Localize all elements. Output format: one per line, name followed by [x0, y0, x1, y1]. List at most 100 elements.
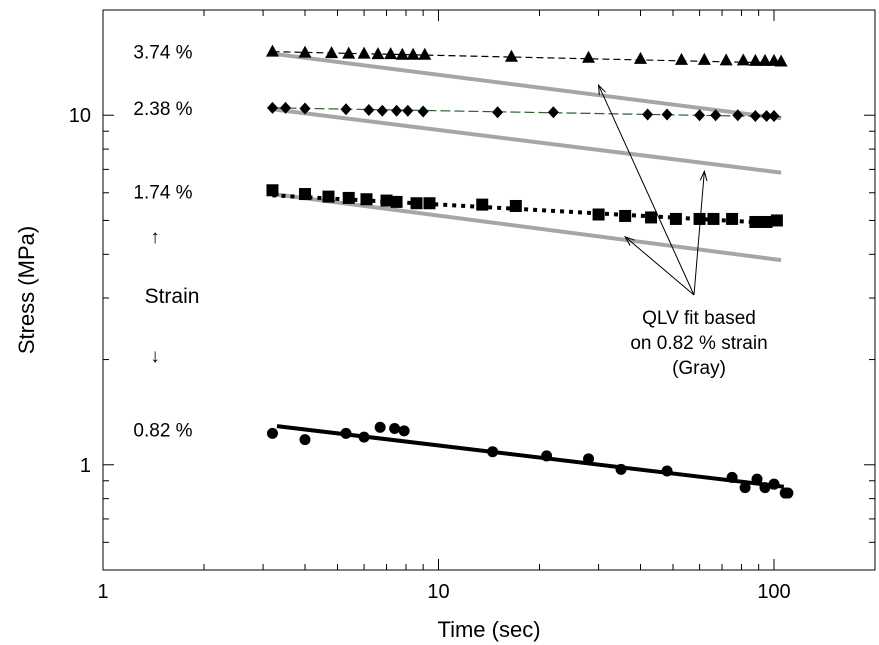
triangle-marker: [418, 47, 432, 60]
square-marker: [619, 209, 632, 222]
diamond-marker: [661, 108, 673, 121]
circle-marker: [768, 478, 780, 490]
diamond-marker: [363, 104, 375, 117]
square-marker: [760, 215, 773, 228]
qlv-arrowhead: [597, 83, 606, 96]
qlv-label-line-3: (Gray): [672, 358, 726, 379]
x-tick-label: 100: [757, 581, 790, 603]
diamond-marker: [732, 109, 744, 122]
diamond-marker: [768, 109, 780, 122]
triangle-marker: [758, 53, 772, 66]
square-marker: [707, 212, 720, 225]
triangle-marker: [265, 44, 279, 57]
square-marker: [342, 191, 355, 204]
annotations: 3.74 % 2.38 % 1.74 % 0.82 %: [133, 43, 708, 442]
circle-marker: [487, 446, 499, 458]
circle-marker: [661, 465, 673, 477]
diamond-marker: [642, 108, 654, 121]
qlv-callout-arrow: [598, 84, 695, 296]
square-marker: [509, 199, 522, 212]
qlv-label-line-2: on 0.82 % strain: [630, 333, 767, 354]
triangle-marker: [406, 47, 420, 60]
x-tick-label: 10: [427, 581, 449, 603]
qlv-arrowhead: [624, 235, 635, 246]
diamond-marker: [299, 102, 311, 115]
circle-marker: [541, 450, 553, 462]
circle-marker: [374, 421, 386, 433]
diamond-marker: [402, 104, 414, 117]
qlv-fit-line: [272, 107, 782, 175]
triangle-marker: [736, 53, 750, 66]
axis-ticks: 1 10 100 1 10: [69, 9, 876, 603]
circle-marker: [398, 425, 410, 437]
triangle-marker: [384, 47, 398, 60]
qlv-arrowhead: [699, 169, 708, 182]
circle-marker: [340, 427, 352, 439]
square-marker: [749, 215, 762, 228]
square-marker: [390, 195, 403, 208]
square-marker: [693, 212, 706, 225]
series-markers: [265, 44, 794, 499]
diamond-marker: [376, 104, 388, 117]
triangle-marker: [298, 45, 312, 58]
plot-frame: [102, 9, 876, 571]
circle-marker: [583, 453, 595, 465]
triangle-marker: [395, 47, 409, 60]
series-label: 2.38 %: [133, 99, 192, 120]
series-fit-line: [276, 424, 785, 489]
triangle-marker: [748, 53, 762, 66]
square-marker: [669, 212, 682, 225]
circle-marker: [266, 427, 278, 439]
square-marker: [476, 198, 489, 211]
diamond-marker: [280, 101, 292, 114]
y-tick-label: 10: [69, 105, 91, 127]
diamond-marker: [761, 109, 773, 122]
circle-marker: [782, 487, 794, 499]
square-marker: [360, 193, 373, 206]
square-marker: [726, 212, 739, 225]
strain-label: Strain: [145, 285, 200, 308]
series-fit-line: [272, 51, 782, 64]
y-axis-title: Stress (MPa): [14, 226, 39, 354]
qlv-callout-arrow: [693, 171, 705, 296]
circle-marker: [389, 422, 401, 434]
series-label: 0.82 %: [133, 421, 192, 442]
qlv-fit-line: [272, 192, 782, 263]
square-marker: [645, 211, 658, 224]
triangle-marker: [697, 52, 711, 65]
circle-marker: [739, 482, 751, 494]
triangle-marker: [325, 46, 339, 59]
circle-marker: [358, 431, 370, 443]
triangle-marker: [774, 54, 788, 67]
x-tick-label: 1: [97, 581, 108, 603]
qlv-callout-arrow: [624, 236, 695, 296]
triangle-marker: [582, 50, 596, 63]
circle-marker: [615, 463, 627, 475]
qlv-fit-line: [272, 51, 782, 121]
circle-marker: [726, 471, 738, 483]
y-tick-label: 1: [80, 455, 91, 477]
strain-up-arrow: ↑: [150, 227, 160, 248]
x-axis-title: Time (sec): [437, 617, 540, 642]
diamond-marker: [340, 103, 352, 116]
square-marker: [266, 184, 279, 197]
square-marker: [298, 188, 311, 201]
diamond-marker: [391, 104, 403, 117]
triangle-marker: [633, 51, 647, 64]
square-marker: [423, 197, 436, 210]
square-marker: [592, 208, 605, 221]
circle-marker: [759, 482, 771, 494]
series-label: 1.74 %: [133, 183, 192, 204]
diamond-marker: [710, 109, 722, 122]
series-label: 3.74 %: [133, 43, 192, 64]
square-marker: [770, 214, 783, 227]
circle-marker: [299, 434, 311, 446]
diamond-marker: [547, 106, 559, 119]
triangle-marker: [719, 53, 733, 66]
triangle-marker: [504, 49, 518, 62]
diamond-marker: [417, 105, 429, 118]
triangle-marker: [342, 46, 356, 59]
plot-frame-group: [102, 9, 876, 571]
square-marker: [380, 194, 393, 207]
